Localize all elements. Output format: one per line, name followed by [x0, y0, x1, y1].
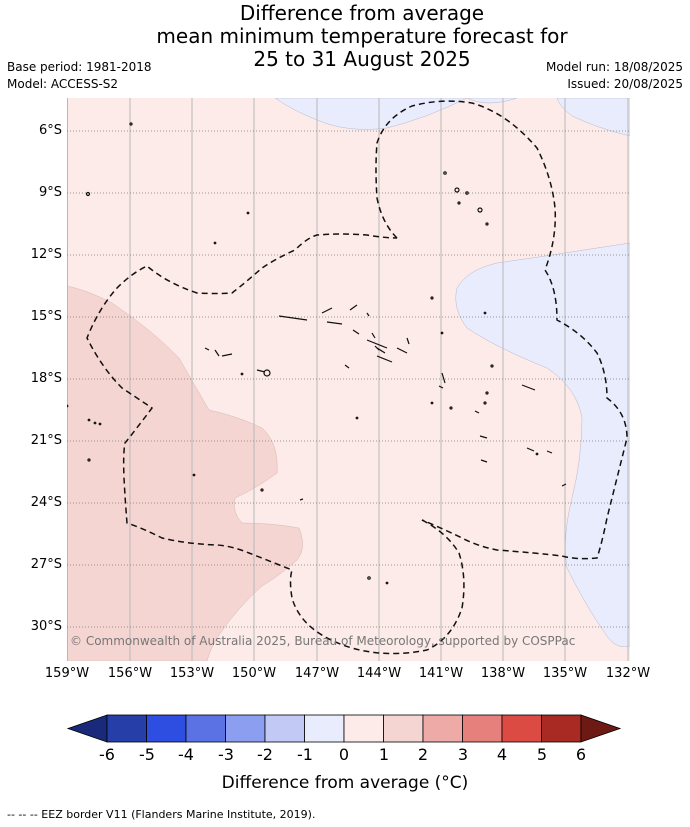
eez-border-lines — [86, 100, 628, 655]
title-line-1: Difference from average — [239, 1, 485, 25]
colorbar-tick-label: 0 — [338, 745, 350, 764]
lon-label-156w: 156°W — [107, 666, 153, 681]
map-plot — [67, 98, 630, 661]
lat-label-9s: 9°S — [38, 185, 62, 200]
colorbar-cell — [225, 714, 266, 743]
lon-label-135w: 135°W — [542, 666, 588, 681]
copyright-notice: © Commonwealth of Australia 2025, Bureau… — [70, 634, 576, 648]
lon-label-132w: 132°W — [605, 666, 651, 681]
anomaly-negative-region-north — [274, 98, 518, 130]
colorbar-tick-label: -6 — [99, 745, 115, 764]
colorbar-tick-label: 1 — [378, 745, 390, 764]
lon-label-153w: 153°W — [169, 666, 215, 681]
colorbar-tick-label: -1 — [297, 745, 313, 764]
model-name: Model: ACCESS-S2 — [7, 77, 119, 91]
colorbar — [66, 714, 622, 743]
island-outlines — [67, 122, 567, 585]
lon-label-144w: 144°W — [356, 666, 402, 681]
colorbar-label: Difference from average (°C) — [221, 773, 469, 793]
lat-label-30s: 30°S — [30, 619, 62, 634]
parallel-lines — [67, 130, 630, 628]
anomaly-negative-region-east — [455, 242, 630, 647]
anomaly-negative-region-northeast — [556, 98, 630, 137]
colorbar-tick-label: 2 — [417, 745, 429, 764]
colorbar-cell — [264, 714, 305, 743]
colorbar-cell — [146, 714, 187, 743]
title-line-2: mean minimum temperature forecast for — [156, 24, 568, 48]
colorbar-tick-label: -3 — [218, 745, 234, 764]
colorbar-cell — [501, 714, 542, 743]
colorbar-tick-label: 5 — [536, 745, 548, 764]
colorbar-tick-label: 4 — [496, 745, 508, 764]
meridian-lines — [67, 98, 629, 661]
colorbar-cell — [422, 714, 463, 743]
lon-label-159w: 159°W — [44, 666, 90, 681]
colorbar-cell — [383, 714, 424, 743]
meta-right: Model run: 18/08/2025 Issued: 20/08/2025 — [546, 59, 683, 93]
model-run: Model run: 18/08/2025 — [545, 60, 683, 74]
lat-label-24s: 24°S — [30, 495, 62, 510]
colorbar-tick-label: 6 — [575, 745, 587, 764]
colorbar-cells — [106, 714, 582, 743]
colorbar-tick-label: -2 — [257, 745, 273, 764]
colorbar-tick-label: -5 — [139, 745, 155, 764]
colorbar-over-arrow — [580, 714, 622, 743]
colorbar-cell — [462, 714, 503, 743]
colorbar-cell — [343, 714, 384, 743]
colorbar-tick-label: -4 — [178, 745, 194, 764]
meta-left: Base period: 1981-2018 Model: ACCESS-S2 — [7, 59, 152, 93]
lat-label-12s: 12°S — [30, 247, 62, 262]
lat-label-18s: 18°S — [30, 371, 62, 386]
title-line-3: 25 to 31 August 2025 — [253, 47, 471, 71]
colorbar-cell — [304, 714, 345, 743]
colorbar-cell — [185, 714, 226, 743]
lat-label-27s: 27°S — [30, 557, 62, 572]
anomaly-one-to-two-region — [67, 285, 303, 661]
lon-label-141w: 141°W — [418, 666, 464, 681]
eez-footnote: -- -- -- EEZ border V11 (Flanders Marine… — [7, 808, 316, 821]
colorbar-under-arrow — [66, 714, 108, 743]
lat-label-15s: 15°S — [30, 309, 62, 324]
lat-label-6s: 6°S — [38, 123, 62, 138]
lon-label-147w: 147°W — [294, 666, 340, 681]
base-period: Base period: 1981-2018 — [7, 60, 152, 74]
colorbar-cell — [106, 714, 147, 743]
issued-date: Issued: 20/08/2025 — [567, 77, 683, 91]
colorbar-cell — [541, 714, 582, 743]
lat-label-21s: 21°S — [30, 433, 62, 448]
lon-label-150w: 150°W — [231, 666, 277, 681]
map-title: Difference from average mean minimum tem… — [0, 2, 690, 71]
lon-label-138w: 138°W — [480, 666, 526, 681]
colorbar-tick-label: 3 — [457, 745, 469, 764]
